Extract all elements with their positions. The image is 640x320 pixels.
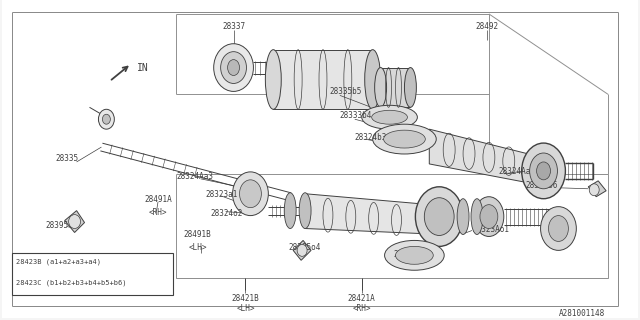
Ellipse shape	[424, 198, 454, 236]
Text: 28395o4: 28395o4	[289, 244, 321, 252]
Ellipse shape	[297, 244, 307, 256]
Ellipse shape	[480, 205, 498, 228]
Polygon shape	[293, 240, 311, 260]
Text: 28324Aa3: 28324Aa3	[176, 172, 213, 181]
Text: <LH>: <LH>	[189, 244, 207, 252]
Text: 28491A: 28491A	[144, 195, 172, 204]
Ellipse shape	[383, 130, 426, 148]
Text: 28323a1: 28323a1	[205, 190, 238, 199]
Bar	[12, 253, 173, 295]
Text: 28323Ao1: 28323Ao1	[472, 225, 509, 234]
Ellipse shape	[228, 60, 239, 76]
Text: 28324o2: 28324o2	[211, 209, 243, 218]
Text: <RH>: <RH>	[353, 304, 371, 313]
Text: 28395: 28395	[45, 220, 68, 229]
Ellipse shape	[548, 216, 568, 241]
Ellipse shape	[221, 52, 246, 84]
Text: 28421A: 28421A	[348, 294, 376, 303]
Text: 28337A: 28337A	[394, 250, 421, 260]
Ellipse shape	[362, 105, 417, 129]
Text: 28333b4: 28333b4	[340, 111, 372, 120]
Ellipse shape	[102, 114, 110, 124]
Ellipse shape	[284, 193, 296, 228]
Polygon shape	[273, 50, 372, 109]
Text: IN: IN	[137, 63, 149, 73]
Ellipse shape	[266, 50, 281, 109]
Polygon shape	[65, 211, 84, 233]
Ellipse shape	[474, 197, 504, 236]
Text: 28423C (b1+b2+b3+b4+b5+b6): 28423C (b1+b2+b3+b4+b5+b6)	[16, 279, 127, 286]
Ellipse shape	[385, 240, 444, 270]
Text: 28423B (a1+a2+a3+a4): 28423B (a1+a2+a3+a4)	[16, 258, 101, 265]
Ellipse shape	[589, 184, 599, 196]
Text: 28337: 28337	[222, 22, 245, 31]
Text: 28324Aa2: 28324Aa2	[499, 167, 536, 176]
Polygon shape	[429, 129, 534, 184]
Ellipse shape	[471, 199, 483, 235]
Text: 28335: 28335	[55, 154, 78, 163]
Ellipse shape	[415, 187, 463, 246]
Polygon shape	[381, 68, 410, 107]
Text: <RH>: <RH>	[149, 208, 167, 217]
Polygon shape	[305, 194, 419, 234]
Ellipse shape	[536, 162, 550, 180]
Ellipse shape	[541, 207, 577, 250]
Text: 28335b5: 28335b5	[330, 87, 362, 96]
Ellipse shape	[214, 44, 253, 92]
Text: 28491B: 28491B	[184, 230, 212, 239]
Polygon shape	[588, 181, 606, 197]
Ellipse shape	[299, 193, 311, 228]
Ellipse shape	[365, 50, 381, 109]
Text: <LH>: <LH>	[236, 304, 255, 313]
Ellipse shape	[372, 124, 436, 154]
Ellipse shape	[99, 109, 115, 129]
Ellipse shape	[372, 110, 408, 124]
Ellipse shape	[374, 68, 387, 107]
Ellipse shape	[232, 172, 268, 216]
Text: A281001148: A281001148	[559, 309, 605, 318]
Ellipse shape	[522, 143, 565, 199]
Ellipse shape	[530, 153, 557, 189]
Ellipse shape	[68, 215, 81, 228]
Ellipse shape	[457, 199, 469, 235]
Text: 28395b6: 28395b6	[525, 181, 558, 190]
Text: 28324b3: 28324b3	[355, 133, 387, 142]
Ellipse shape	[404, 68, 417, 107]
Ellipse shape	[396, 246, 433, 264]
Ellipse shape	[239, 180, 261, 208]
Text: 28421B: 28421B	[232, 294, 259, 303]
Text: 28492: 28492	[476, 22, 499, 31]
